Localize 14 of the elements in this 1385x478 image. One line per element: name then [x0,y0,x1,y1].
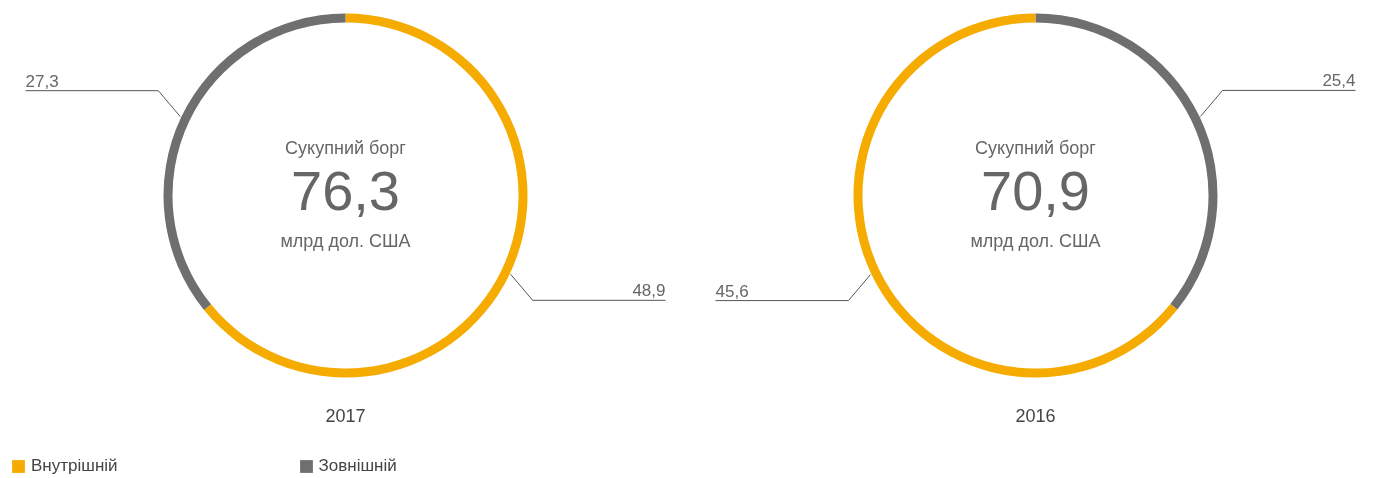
text: 2016 [1015,406,1056,426]
text: 70,9 [981,158,1090,222]
data-label: 48,9 [632,281,666,301]
text: млрд дол. США [970,230,1101,251]
text: Сукупний борг [975,137,1097,158]
legend-label: Внутрішній [31,456,118,476]
legend-label: Зовнішній [318,456,397,476]
data-label: 45,6 [715,281,749,301]
data-label: 25,4 [1322,71,1356,91]
text: 2017 [325,406,366,426]
text: Сукупний борг [285,137,407,158]
text: млрд дол. США [280,230,411,251]
data-label: 27,3 [25,71,59,91]
text: 76,3 [291,158,400,222]
